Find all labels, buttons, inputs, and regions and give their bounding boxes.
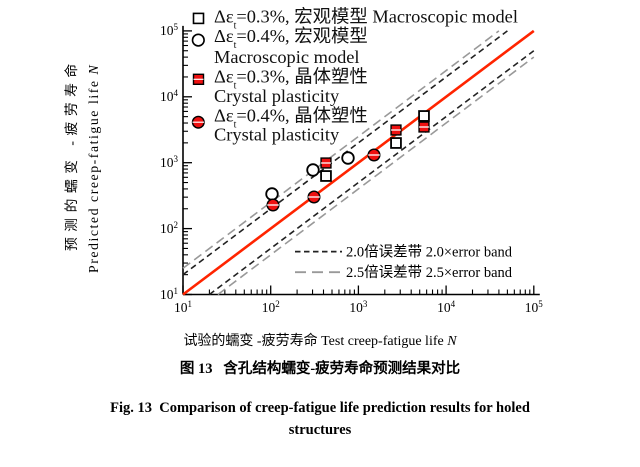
svg-text:Crystal plasticity: Crystal plasticity bbox=[214, 125, 340, 145]
svg-text:预测的蠕变 -疲劳寿命: 预测的蠕变 -疲劳寿命 bbox=[63, 58, 79, 251]
svg-text:102: 102 bbox=[160, 220, 178, 236]
svg-text:104: 104 bbox=[437, 299, 456, 315]
svg-text:103: 103 bbox=[160, 154, 179, 170]
svg-text:102: 102 bbox=[262, 299, 280, 315]
svg-text:105: 105 bbox=[160, 22, 179, 38]
svg-text:Crystal plasticity: Crystal plasticity bbox=[214, 86, 340, 106]
svg-text:Predicted creep-fatigue life N: Predicted creep-fatigue life N bbox=[86, 64, 101, 273]
svg-text:Macroscopic model: Macroscopic model bbox=[214, 47, 360, 67]
svg-text:2.5倍误差带 2.5×error band: 2.5倍误差带 2.5×error band bbox=[346, 264, 513, 281]
svg-text:101: 101 bbox=[174, 299, 192, 315]
svg-text:2.0倍误差带 2.0×error band: 2.0倍误差带 2.0×error band bbox=[346, 244, 513, 261]
svg-text:105: 105 bbox=[525, 299, 544, 315]
svg-text:103: 103 bbox=[349, 299, 368, 315]
svg-text:104: 104 bbox=[160, 88, 179, 104]
